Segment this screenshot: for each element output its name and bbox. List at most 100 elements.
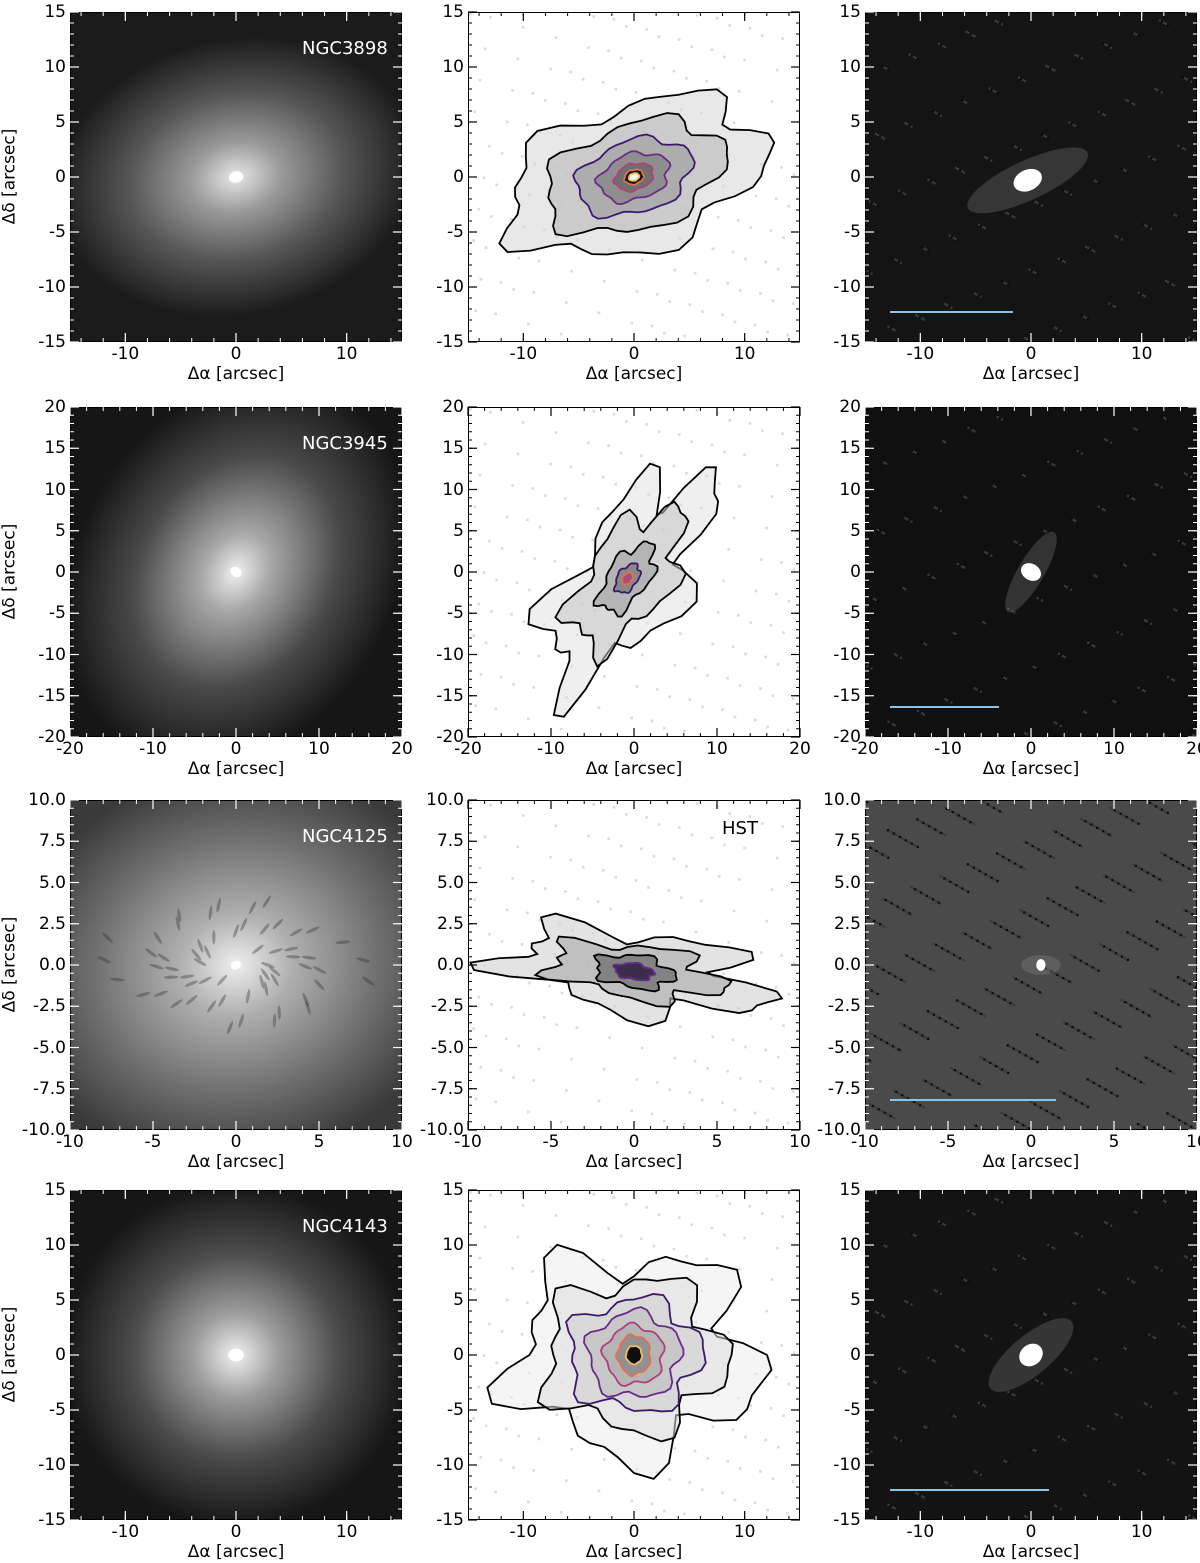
y-tick-label: 5 bbox=[453, 112, 464, 132]
x-tick-label: -10 bbox=[454, 1132, 482, 1152]
y-tick-label: -10.0 bbox=[22, 1120, 66, 1140]
panel-r4-c1 bbox=[70, 1190, 402, 1520]
y-tick-label: 5 bbox=[453, 520, 464, 541]
x-tick-label: 5 bbox=[1108, 1132, 1120, 1152]
x-tick-label: 0 bbox=[1025, 344, 1037, 364]
tick-marks bbox=[468, 11, 800, 343]
y-tick-label: 5 bbox=[453, 1290, 464, 1310]
x-tick-label: -10 bbox=[537, 739, 565, 759]
y-tick-label: -15 bbox=[436, 1510, 464, 1530]
x-tick-label: -10 bbox=[509, 344, 538, 364]
y-tick-label: -15 bbox=[833, 1510, 861, 1530]
y-tick-label: -7.5 bbox=[827, 1078, 861, 1099]
y-tick-label: 5.0 bbox=[436, 872, 464, 893]
y-tick-label: -7.5 bbox=[430, 1078, 464, 1099]
y-tick-label: 0 bbox=[55, 1345, 66, 1365]
y-tick-label: 10 bbox=[839, 479, 861, 500]
y-tick-label: -15 bbox=[38, 685, 66, 706]
galaxy-image bbox=[71, 13, 401, 341]
y-tick-label: 0 bbox=[850, 1345, 861, 1365]
x-tick-label: 0 bbox=[628, 1132, 640, 1152]
y-tick-label: -5 bbox=[844, 1400, 861, 1420]
y-tick-label: -5 bbox=[844, 603, 861, 624]
x-tick-label: -10 bbox=[906, 344, 935, 364]
galaxy-image bbox=[71, 408, 401, 736]
contour-map bbox=[469, 408, 799, 736]
tick-marks bbox=[70, 1189, 402, 1521]
x-tick-label: 0 bbox=[1025, 1522, 1037, 1542]
y-tick-label: -2.5 bbox=[32, 996, 66, 1017]
y-tick-label: -5.0 bbox=[32, 1037, 66, 1058]
panel-r4-c3 bbox=[865, 1190, 1197, 1520]
y-tick-label: -15 bbox=[436, 332, 464, 352]
y-tick-label: -10.0 bbox=[420, 1120, 464, 1140]
y-tick-label: -5.0 bbox=[827, 1037, 861, 1058]
tick-marks bbox=[70, 11, 402, 343]
galaxy-image bbox=[71, 1191, 401, 1519]
y-tick-label: 10.0 bbox=[823, 790, 861, 810]
x-axis-label: Δα [arcsec] bbox=[187, 759, 285, 779]
y-tick-label: -20 bbox=[833, 727, 861, 747]
contour-map bbox=[469, 13, 799, 341]
residual-image bbox=[866, 408, 1196, 736]
x-tick-label: 10 bbox=[733, 1522, 756, 1542]
y-tick-label: 10 bbox=[442, 57, 464, 77]
y-tick-label: 5 bbox=[850, 520, 861, 541]
instrument-label: HST bbox=[722, 818, 758, 839]
y-tick-label: -10 bbox=[436, 277, 464, 297]
x-tick-label: -20 bbox=[56, 739, 84, 759]
tick-marks bbox=[468, 1189, 800, 1521]
y-tick-label: 0 bbox=[453, 167, 464, 187]
x-axis-label: Δα [arcsec] bbox=[187, 1152, 285, 1172]
x-tick-label: -10 bbox=[111, 1522, 140, 1542]
galaxy-name: NGC4125 bbox=[302, 826, 388, 847]
residual-image bbox=[866, 13, 1196, 341]
y-tick-label: -15 bbox=[38, 332, 66, 352]
x-tick-label: -5 bbox=[542, 1132, 560, 1152]
y-tick-label: -5 bbox=[49, 222, 66, 242]
y-tick-label: 0 bbox=[453, 1345, 464, 1365]
x-axis-label: Δα [arcsec] bbox=[585, 364, 683, 384]
y-tick-label: 15 bbox=[839, 438, 861, 459]
y-tick-label: -5 bbox=[447, 1400, 464, 1420]
y-tick-label: -5 bbox=[447, 222, 464, 242]
y-tick-label: 7.5 bbox=[38, 831, 66, 852]
x-tick-label: -10 bbox=[851, 1132, 879, 1152]
tick-marks bbox=[865, 11, 1197, 343]
x-tick-label: -5 bbox=[939, 1132, 957, 1152]
x-tick-label: 0 bbox=[628, 1522, 640, 1542]
x-tick-label: -5 bbox=[144, 1132, 162, 1152]
x-tick-label: -10 bbox=[509, 1522, 538, 1542]
y-tick-label: 15 bbox=[44, 2, 66, 22]
y-tick-label: 15 bbox=[442, 2, 464, 22]
y-tick-label: 7.5 bbox=[833, 831, 861, 852]
x-tick-label: 10 bbox=[789, 1132, 811, 1152]
x-tick-label: 5 bbox=[711, 1132, 723, 1152]
y-tick-label: -15 bbox=[38, 1510, 66, 1530]
panel-r2-c3 bbox=[865, 407, 1197, 737]
x-axis-label: Δα [arcsec] bbox=[585, 759, 683, 779]
y-tick-label: 5 bbox=[55, 1290, 66, 1310]
x-tick-label: 10 bbox=[1130, 1522, 1153, 1542]
y-tick-label: 2.5 bbox=[436, 913, 464, 934]
tick-marks bbox=[864, 799, 1198, 1131]
contour-map bbox=[469, 801, 799, 1129]
x-tick-label: -10 bbox=[906, 1522, 935, 1542]
scale-bar bbox=[889, 705, 1000, 708]
y-tick-label: 5.0 bbox=[833, 872, 861, 893]
x-tick-label: 10 bbox=[391, 1132, 413, 1152]
x-tick-label: 0 bbox=[628, 739, 640, 759]
y-tick-label: -10.0 bbox=[817, 1120, 861, 1140]
y-tick-label: 10 bbox=[839, 57, 861, 77]
residual-image bbox=[866, 801, 1196, 1129]
tick-marks bbox=[467, 406, 801, 738]
x-axis-label: Δα [arcsec] bbox=[187, 364, 285, 384]
y-tick-label: -10 bbox=[436, 1455, 464, 1475]
x-tick-label: 10 bbox=[1103, 739, 1125, 759]
y-axis-label: Δδ [arcsec] bbox=[0, 1306, 20, 1403]
tick-marks bbox=[467, 799, 801, 1131]
y-tick-label: -10 bbox=[833, 644, 861, 665]
panel-r3-c2 bbox=[468, 800, 800, 1130]
y-tick-label: -20 bbox=[436, 727, 464, 747]
x-tick-label: 10 bbox=[335, 1522, 358, 1542]
